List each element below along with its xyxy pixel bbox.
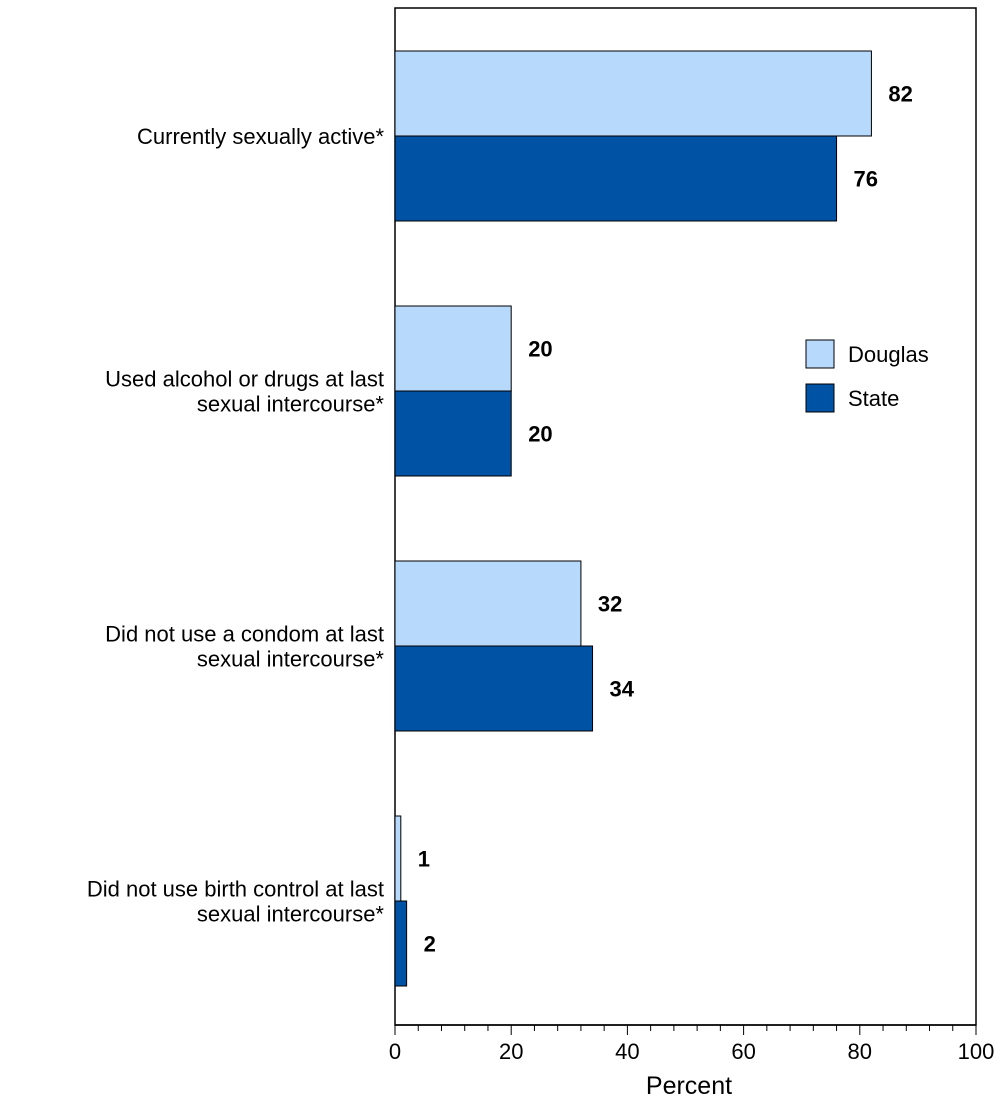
legend: Douglas State — [805, 339, 929, 413]
x-tick-label-20: 20 — [499, 1039, 523, 1064]
value-label-state-0: 76 — [854, 167, 878, 192]
legend-swatch-state — [805, 383, 835, 413]
bar-douglas-2 — [394, 560, 582, 647]
category-label-1: Used alcohol or drugs at last sexual inte… — [105, 367, 384, 417]
bar-douglas-1 — [394, 305, 512, 392]
value-labels-layer: 82 76 20 20 32 34 1 2 — [418, 82, 913, 957]
bar-douglas-3 — [394, 815, 402, 902]
x-tick-label-80: 80 — [848, 1039, 872, 1064]
bars-layer — [394, 50, 872, 987]
value-label-state-3: 2 — [424, 932, 436, 957]
bar-state-2 — [394, 645, 594, 732]
legend-swatch-douglas — [805, 339, 835, 369]
x-tick-label-60: 60 — [731, 1039, 755, 1064]
x-axis: 0 20 40 60 80 100 — [389, 1024, 995, 1064]
x-tick-label-0: 0 — [389, 1039, 401, 1064]
legend-label-state: State — [848, 386, 899, 411]
x-tick-label-40: 40 — [615, 1039, 639, 1064]
x-axis-title: Percent — [646, 1072, 732, 1100]
value-label-douglas-1: 20 — [528, 337, 552, 362]
bar-state-1 — [394, 390, 512, 477]
value-label-douglas-2: 32 — [598, 592, 622, 617]
category-labels-layer: Currently sexually active* Used alcohol o… — [87, 124, 385, 927]
x-tick-label-100: 100 — [958, 1039, 995, 1064]
value-label-douglas-3: 1 — [418, 847, 430, 872]
bar-douglas-0 — [394, 50, 872, 137]
category-label-0: Currently sexually active* — [137, 124, 384, 149]
value-label-state-2: 34 — [610, 677, 635, 702]
category-label-2: Did not use a condom at last sexual inte… — [105, 622, 384, 672]
value-label-douglas-0: 82 — [888, 82, 912, 107]
legend-label-douglas: Douglas — [848, 342, 929, 367]
category-label-3: Did not use birth control at last sexual … — [87, 877, 385, 927]
bar-state-3 — [394, 900, 408, 987]
value-label-state-1: 20 — [528, 422, 552, 447]
bar-state-0 — [394, 135, 838, 222]
